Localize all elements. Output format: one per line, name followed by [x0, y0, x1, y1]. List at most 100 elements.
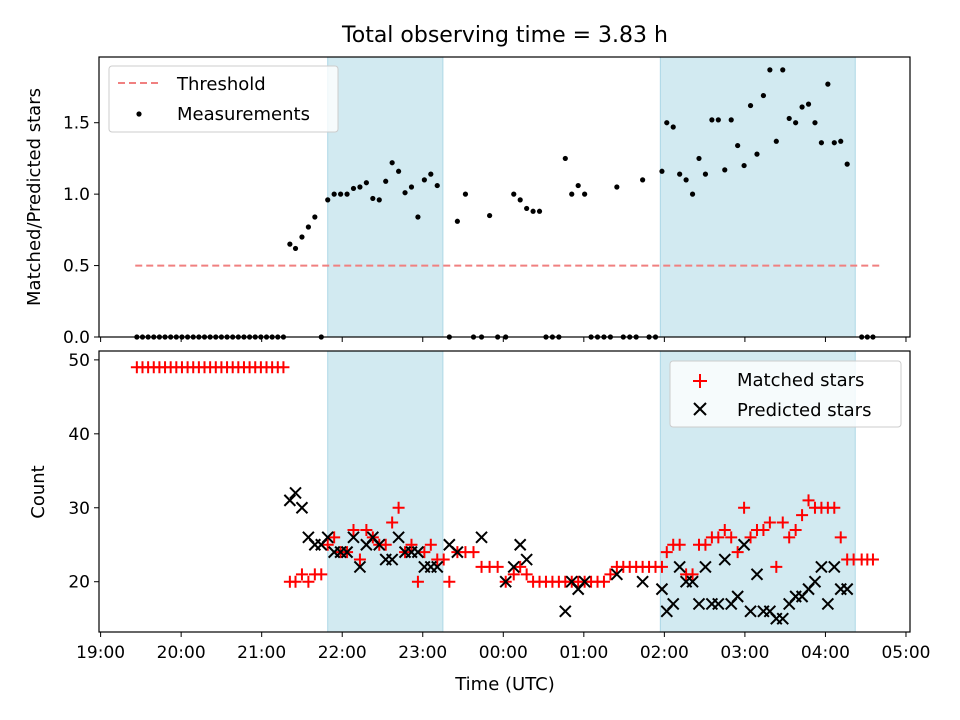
predicted-star-marker — [411, 545, 425, 559]
top-legend: Threshold Measurements — [108, 65, 339, 133]
predicted-star-marker — [340, 545, 354, 559]
matched-star-marker — [757, 523, 770, 536]
predicted-star-marker — [289, 486, 302, 500]
matched-star-marker — [467, 546, 480, 559]
predicted-star-marker — [321, 531, 334, 544]
measurement-point — [402, 190, 408, 196]
predicted-star-marker — [475, 531, 488, 544]
y-tick-label: 1.0 — [63, 185, 90, 205]
matched-star-marker — [731, 546, 744, 559]
predicted-star-marker — [507, 560, 520, 574]
top-axes-frame — [98, 56, 911, 338]
predicted-star-marker — [513, 538, 527, 551]
matched-star-marker — [328, 531, 341, 544]
matched-star-marker — [321, 538, 334, 551]
top-y-axis-label: Matched/Predicted stars — [24, 88, 45, 306]
predicted-star-marker — [451, 545, 464, 559]
bottom-x-ticks: 19:00 20:00 21:00 22:00 23:00 00:00 01:00 02:00… — [76, 632, 930, 663]
matched-star-marker — [770, 560, 783, 573]
measurement-point — [415, 214, 421, 220]
predicted-star-marker — [373, 538, 386, 551]
predicted-star-marker — [431, 560, 444, 574]
measurements-legend-swatch — [136, 111, 142, 117]
bottom-legend-box — [669, 360, 902, 428]
predicted-star-marker — [499, 575, 512, 588]
matched-star-marker — [783, 531, 796, 544]
measurement-point — [747, 102, 754, 109]
measurement-point — [357, 184, 363, 190]
measurement-point — [487, 212, 493, 219]
measurement-point — [517, 197, 523, 203]
measurement-point — [786, 115, 792, 122]
predicted-legend-label: Predicted stars — [737, 400, 871, 421]
measurement-point — [614, 184, 620, 190]
measurement-point — [735, 142, 741, 149]
y-tick-label: 20 — [68, 573, 90, 593]
measurements-legend-label: Measurements — [177, 104, 310, 125]
x-tick-label: 19:00 — [76, 643, 125, 663]
matched-star-marker — [302, 575, 315, 588]
measurement-point — [709, 117, 715, 123]
predicted-star-marker — [610, 568, 624, 581]
predicted-star-marker — [692, 597, 706, 611]
matched-star-marker — [712, 531, 725, 544]
x-tick-label: 03:00 — [720, 643, 769, 663]
matched-star-marker — [699, 538, 712, 551]
measurement-point — [696, 155, 702, 162]
measurement-point — [702, 171, 709, 177]
measurement-point — [350, 185, 357, 192]
matched-star-marker — [437, 553, 450, 566]
measurement-point — [370, 195, 376, 202]
x-tick-label: 02:00 — [640, 643, 689, 663]
predicted-star-marker — [283, 494, 297, 507]
matched-star-marker — [277, 361, 290, 374]
matched-star-marker — [828, 501, 841, 514]
shaded-interval — [659, 56, 856, 338]
predicted-star-marker — [718, 553, 731, 566]
measurement-point — [844, 161, 850, 167]
measurement-point — [780, 67, 786, 73]
x-tick-label: 04:00 — [801, 643, 850, 663]
predicted-star-marker — [808, 575, 822, 588]
matched-star-marker — [597, 575, 610, 588]
top-panel: 0.0 0.5 1.0 1.5 Matched/Predicted stars Thr… — [24, 56, 911, 348]
predicted-star-marker — [828, 560, 841, 574]
predicted-star-marker — [392, 531, 405, 544]
measurement-point — [664, 120, 670, 126]
matched-star-marker — [289, 575, 302, 588]
matched-star-marker — [424, 538, 437, 551]
measurement-point — [677, 171, 683, 177]
measurement-point — [831, 140, 837, 146]
measurement-point — [659, 168, 665, 174]
measurement-point — [818, 140, 825, 146]
bottom-axes-frame — [98, 350, 911, 633]
measurement-point — [575, 182, 581, 189]
predicted-star-marker — [737, 538, 751, 551]
predicted-star-marker — [699, 560, 712, 574]
measurement-point — [408, 184, 415, 190]
predicted-star-marker — [385, 553, 399, 566]
bottom-legend: Matched stars Predicted stars — [669, 360, 902, 428]
measurement-point — [383, 178, 389, 184]
measurement-point — [728, 117, 734, 123]
measurement-point — [454, 218, 460, 224]
matched-star-marker — [315, 568, 328, 581]
bottom-panel: 20 30 40 50 19:00 20:00 21:00 22:00 23:00 00:00 0… — [28, 350, 930, 695]
x-axis-label: Time (UTC) — [454, 674, 555, 695]
y-tick-label: 0.0 — [63, 328, 90, 348]
predicted-star-marker — [673, 560, 686, 574]
measurement-point — [799, 104, 805, 110]
measurement-point — [767, 67, 773, 73]
matched-star-marker — [418, 546, 431, 559]
matched-stars-points — [130, 361, 879, 588]
matched-star-marker — [776, 516, 789, 529]
predicted-stars-points — [283, 486, 854, 625]
matched-star-marker — [347, 523, 360, 536]
measurement-point — [434, 182, 440, 189]
measurement-point — [722, 167, 728, 173]
measurement-point — [511, 191, 517, 197]
top-legend-box — [108, 65, 339, 133]
matched-star-marker — [673, 538, 686, 551]
matched-star-marker — [360, 523, 373, 536]
